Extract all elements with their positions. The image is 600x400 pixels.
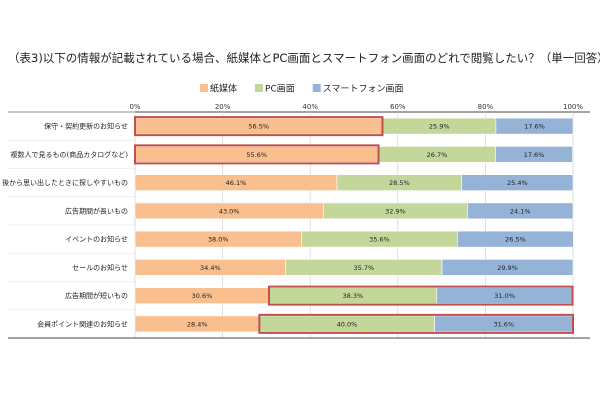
- x-tick-label: 0%: [129, 103, 140, 111]
- x-tick-label: 20%: [215, 103, 231, 111]
- category-label: イベントのお知らせ: [65, 235, 128, 244]
- category-label: 後から思い出したときに探しやすいもの: [2, 178, 128, 187]
- x-tick-label: 80%: [478, 103, 494, 111]
- bar-segment: [495, 117, 574, 135]
- highlight-box: [268, 285, 574, 306]
- data-label: 31.0%: [494, 292, 515, 300]
- x-tick-label: 100%: [563, 103, 583, 111]
- bar-segment: [461, 174, 574, 191]
- data-label: 28.4%: [187, 320, 208, 328]
- chart-title: （表3)以下の情報が記載されている場合、紙媒体とPC画面とスマートフォン画面のど…: [8, 51, 600, 65]
- data-label: 35.7%: [354, 264, 375, 272]
- x-tick-label: 60%: [390, 103, 406, 111]
- x-tick-label: 40%: [302, 103, 318, 111]
- data-label: 28.5%: [389, 179, 410, 187]
- data-label: 30.6%: [192, 292, 213, 300]
- data-label: 29.9%: [497, 264, 518, 272]
- data-label: 26.5%: [505, 236, 526, 244]
- highlight-box: [134, 144, 380, 165]
- category-label: 複数人で見るもの(商品カタログなど): [11, 150, 129, 159]
- data-label: 32.9%: [385, 207, 406, 215]
- data-label: 40.0%: [337, 320, 358, 328]
- category-label: 広告期間が長いもの: [65, 206, 128, 215]
- legend-swatch-1: [255, 84, 264, 92]
- data-label: 17.6%: [524, 123, 545, 131]
- data-label: 43.0%: [219, 207, 240, 215]
- data-label: 31.6%: [493, 320, 514, 328]
- bar-segment: [441, 259, 574, 276]
- data-label: 38.3%: [343, 292, 364, 300]
- highlight-box: [258, 313, 574, 334]
- data-label: 34.4%: [200, 264, 221, 272]
- legend-swatch-0: [200, 84, 208, 92]
- data-label: 26.7%: [427, 151, 448, 159]
- category-label: 会員ポイント関連のお知らせ: [37, 319, 128, 328]
- data-label: 25.9%: [429, 123, 450, 131]
- data-label: 25.4%: [507, 179, 528, 187]
- legend-label-2: スマートフォン画面: [323, 84, 404, 95]
- data-label: 24.1%: [510, 207, 531, 215]
- highlight-box: [134, 116, 384, 137]
- data-label: 46.1%: [226, 179, 247, 187]
- bar-segment: [467, 202, 574, 220]
- data-label: 38.0%: [208, 236, 229, 244]
- legend-swatch-2: [312, 84, 321, 92]
- category-label: セールのお知らせ: [72, 263, 128, 272]
- data-label: 35.6%: [369, 236, 390, 244]
- data-label: 55.6%: [246, 151, 267, 159]
- data-label: 56.5%: [248, 123, 269, 131]
- data-label: 17.6%: [524, 151, 545, 159]
- legend-label-0: 紙媒体: [210, 83, 237, 95]
- category-label: 広告期間が短いもの: [65, 291, 128, 300]
- bar-segment: [457, 230, 574, 248]
- category-label: 保守・契約更新のお知らせ: [44, 122, 128, 131]
- legend-label-1: PC画面: [265, 84, 295, 95]
- bar-segment: [495, 146, 573, 163]
